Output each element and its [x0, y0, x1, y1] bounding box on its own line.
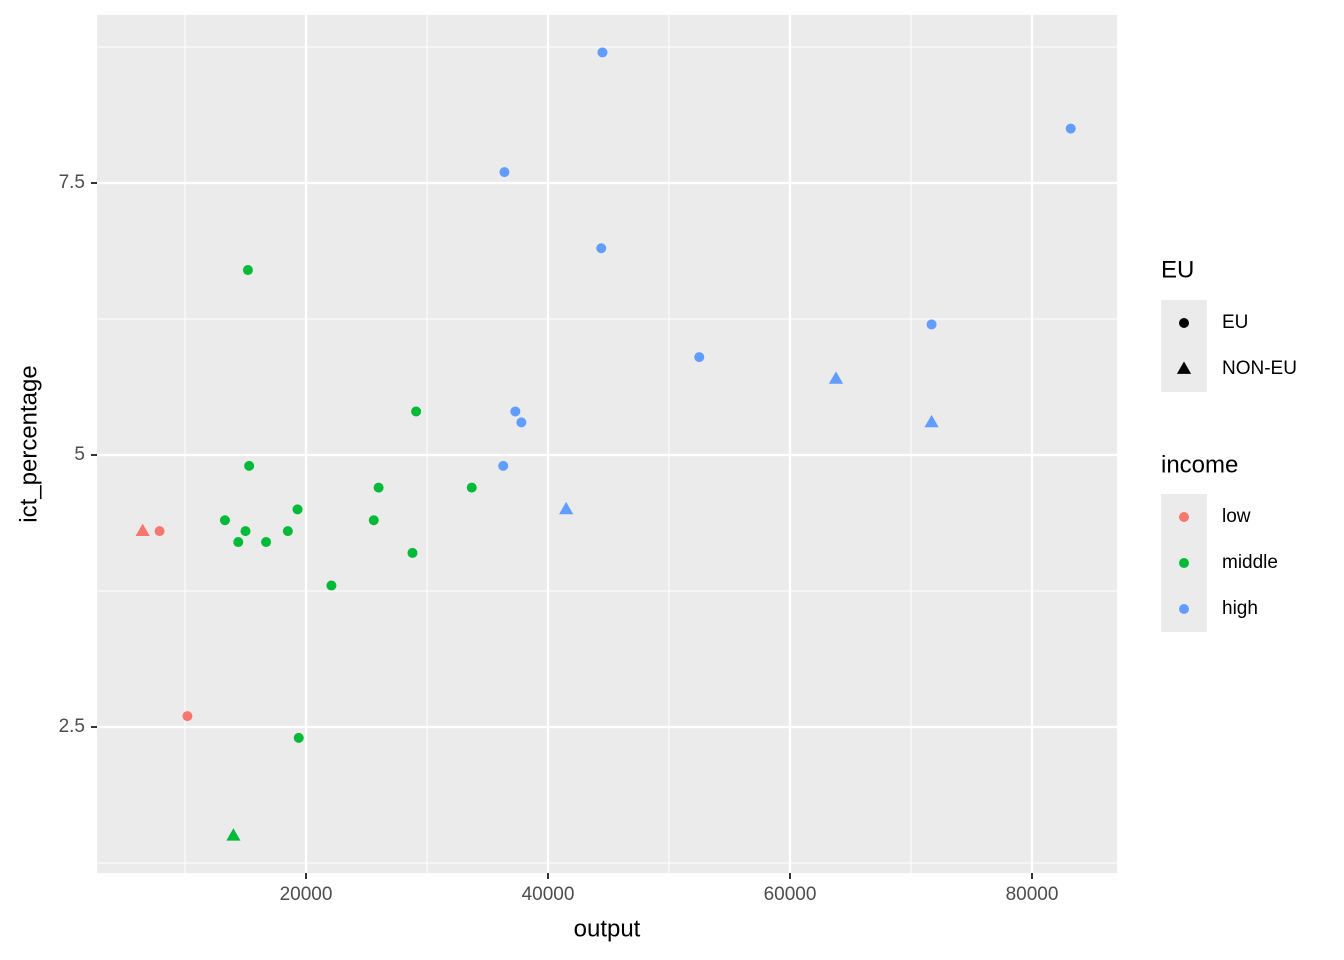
point: [559, 501, 574, 515]
y-tick-label: 7.5: [59, 172, 85, 193]
legend-symbol: [1176, 361, 1192, 374]
legend-symbol: [1179, 558, 1189, 568]
point: [261, 537, 272, 548]
point: [407, 547, 418, 558]
y-axis-title: ict_percentage: [15, 365, 42, 522]
point: [154, 526, 165, 537]
point: [226, 828, 241, 841]
point: [219, 515, 230, 526]
legend-label: low: [1222, 506, 1251, 527]
point: [368, 515, 379, 526]
point: [373, 482, 384, 493]
point: [182, 711, 193, 722]
point: [499, 167, 510, 178]
x-tick-label: 80000: [1006, 884, 1059, 905]
point: [924, 414, 939, 428]
point: [498, 460, 509, 471]
point: [694, 352, 705, 363]
point: [326, 580, 337, 591]
point: [240, 526, 251, 537]
x-tick-label: 60000: [764, 884, 817, 905]
legend-title: EU: [1161, 256, 1194, 283]
y-tick-label: 5: [74, 444, 85, 465]
x-axis-title: output: [574, 915, 641, 942]
point: [292, 504, 303, 515]
point: [242, 265, 253, 276]
y-tick-label: 2.5: [59, 716, 85, 737]
x-tick-label: 20000: [280, 884, 333, 905]
legend-symbol: [1179, 318, 1189, 328]
point: [597, 47, 608, 58]
legend-title: income: [1161, 451, 1238, 478]
point: [828, 371, 844, 384]
x-tick-label: 40000: [522, 884, 575, 905]
point: [516, 417, 527, 428]
point: [926, 319, 937, 330]
point: [293, 732, 304, 743]
legend-label: high: [1222, 598, 1258, 619]
legend-label: NON-EU: [1222, 358, 1297, 379]
point: [596, 243, 607, 254]
panel: [97, 15, 1117, 873]
point: [466, 482, 477, 493]
legend-label: EU: [1222, 312, 1248, 333]
point: [1065, 123, 1076, 134]
legend-label: middle: [1222, 552, 1278, 573]
point: [510, 406, 521, 417]
point: [411, 406, 422, 417]
point: [282, 526, 293, 537]
legend-symbol: [1179, 512, 1189, 522]
point: [135, 523, 150, 537]
point: [244, 460, 255, 471]
point: [233, 537, 244, 548]
legend-symbol: [1179, 604, 1189, 614]
